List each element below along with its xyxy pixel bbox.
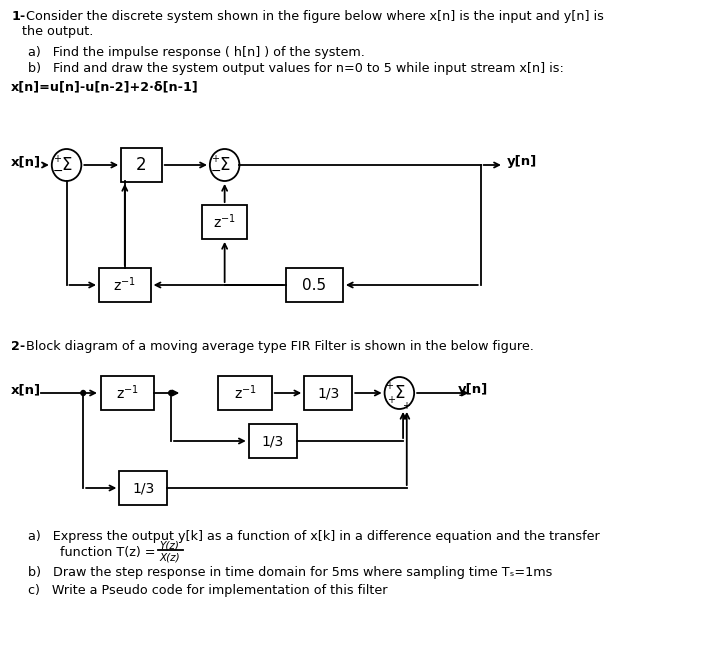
Text: 1-: 1- [11,10,25,23]
Text: function T(z) =: function T(z) = [28,546,160,559]
Bar [203,205,247,239]
Text: +: + [211,154,219,164]
Text: Block diagram of a moving average type FIR Filter is shown in the below figure.: Block diagram of a moving average type F… [22,340,534,353]
Text: −: − [53,164,64,177]
Text: Σ: Σ [220,156,230,174]
Text: z$^{-1}$: z$^{-1}$ [234,384,256,402]
Text: 1/3: 1/3 [317,386,340,400]
Text: y[n]: y[n] [507,155,537,168]
Circle shape [169,391,174,395]
Text: x[n]=u[n]-u[n-2]+2·δ[n-1]: x[n]=u[n]-u[n-2]+2·δ[n-1] [11,80,199,93]
Text: Σ: Σ [394,384,405,402]
Text: Y(z): Y(z) [159,541,179,551]
Text: y[n]: y[n] [457,383,488,396]
Text: x[n]: x[n] [11,155,41,168]
Bar [218,376,272,410]
Bar [119,471,167,505]
Text: 2: 2 [136,156,147,174]
Bar [99,268,150,302]
Bar [101,376,155,410]
Text: z$^{-1}$: z$^{-1}$ [116,384,139,402]
Text: Consider the discrete system shown in the figure below where x[n] is the input a: Consider the discrete system shown in th… [22,10,604,38]
Text: b)   Find and draw the system output values for n=0 to 5 while input stream x[n]: b) Find and draw the system output value… [28,62,563,75]
Text: 1/3: 1/3 [262,434,284,448]
Bar [304,376,352,410]
Text: 2-: 2- [11,340,25,353]
Text: +: + [53,154,61,164]
Bar [286,268,343,302]
Text: X(z): X(z) [159,552,179,562]
Text: a)   Express the output y[k] as a function of x[k] in a difference equation and : a) Express the output y[k] as a function… [28,530,599,543]
Text: z$^{-1}$: z$^{-1}$ [213,213,236,231]
Text: +: + [388,395,395,405]
Bar [121,148,162,182]
Text: −: − [211,164,221,177]
Text: Σ: Σ [61,156,72,174]
Text: +: + [385,381,393,391]
Text: a)   Find the impulse response ( h[n] ) of the system.: a) Find the impulse response ( h[n] ) of… [28,46,364,59]
Text: z$^{-1}$: z$^{-1}$ [114,275,136,295]
Text: c)   Write a Pseudo code for implementation of this filter: c) Write a Pseudo code for implementatio… [28,584,387,597]
Text: 0.5: 0.5 [302,277,326,293]
Circle shape [81,391,85,395]
Text: b)   Draw the step response in time domain for 5ms where sampling time Tₛ=1ms: b) Draw the step response in time domain… [28,566,552,579]
Text: +: + [402,401,410,411]
Text: 1/3: 1/3 [132,481,155,495]
Bar [249,424,297,458]
Text: x[n]: x[n] [11,383,41,396]
